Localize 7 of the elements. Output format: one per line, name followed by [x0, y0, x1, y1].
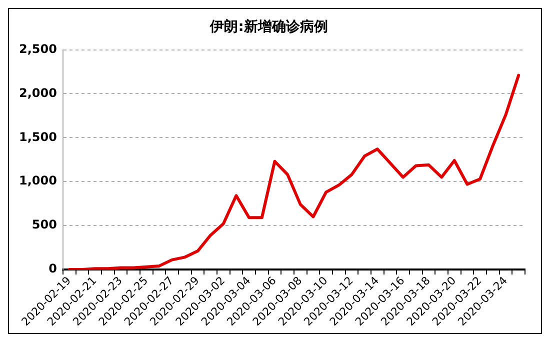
- y-tick-label: 1,000: [18, 174, 57, 188]
- y-tick-label: 1,500: [18, 130, 57, 144]
- y-tick-label: 0: [48, 262, 57, 276]
- chart-title: 伊朗:新增确诊病例: [209, 18, 328, 36]
- y-tick-label: 2,000: [18, 86, 57, 100]
- y-tick-label: 2,500: [18, 42, 57, 56]
- y-tick-label: 500: [32, 218, 57, 232]
